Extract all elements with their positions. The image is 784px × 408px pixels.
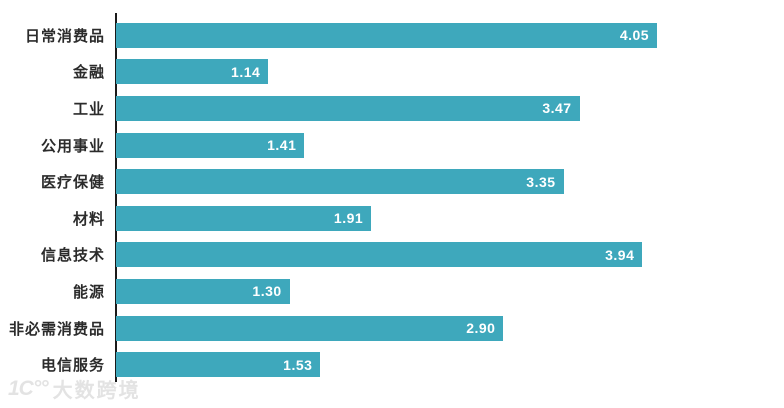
category-label: 非必需消费品 — [8, 320, 105, 338]
value-label: 3.47 — [542, 100, 572, 117]
value-label: 4.05 — [619, 27, 650, 44]
value-label: 1.14 — [231, 63, 261, 80]
bar-row: 信息技术 3.94 — [0, 237, 784, 274]
value-label: 3.35 — [526, 173, 556, 190]
bar-track: 3.47 — [116, 95, 784, 121]
bar-track: 3.94 — [116, 242, 784, 268]
value-label: 3.94 — [605, 246, 635, 263]
bar: 2.90 — [116, 315, 504, 341]
value-label: 1.91 — [333, 210, 364, 227]
bar-chart: 日常消费品 4.05 金融 1.14 工业 3.47 公用事业 1.41 医疗保健 3.35 材料 1… — [0, 17, 784, 383]
bar-track: 1.53 — [116, 352, 784, 378]
bar-row: 电信服务 1.53 — [0, 346, 784, 383]
category-label: 能源 — [72, 283, 105, 301]
category-label: 信息技术 — [40, 247, 105, 265]
value-label: 2.90 — [466, 320, 496, 337]
watermark-text: 大数跨境 — [52, 380, 141, 402]
category-label: 金融 — [72, 64, 105, 82]
bar: 3.35 — [116, 169, 564, 195]
bar-row: 金融 1.14 — [0, 54, 784, 91]
bar-row: 工业 3.47 — [0, 90, 784, 127]
bar: 4.05 — [116, 22, 658, 48]
watermark: 1C°° 大数跨境 — [8, 374, 141, 403]
bar-track: 1.30 — [116, 278, 784, 304]
value-label: 1.30 — [252, 283, 282, 300]
dashu-kuajing-logo-icon: 1C°° — [8, 376, 49, 400]
bar: 3.47 — [116, 95, 580, 121]
bar-track: 2.90 — [116, 315, 784, 341]
category-label: 公用事业 — [40, 137, 105, 155]
category-label: 日常消费品 — [24, 27, 105, 45]
bar: 1.53 — [116, 352, 321, 378]
bar-row: 公用事业 1.41 — [0, 127, 784, 164]
bar-track: 3.35 — [116, 169, 784, 195]
category-label: 医疗保健 — [40, 174, 105, 192]
bar-row: 能源 1.30 — [0, 273, 784, 310]
category-label: 工业 — [72, 100, 105, 118]
bar-track: 1.41 — [116, 132, 784, 158]
y-axis-line — [115, 13, 117, 382]
bar: 1.30 — [116, 278, 290, 304]
bar-row: 非必需消费品 2.90 — [0, 310, 784, 347]
category-label: 电信服务 — [40, 357, 105, 375]
bar-row: 医疗保健 3.35 — [0, 163, 784, 200]
bar-track: 1.14 — [116, 59, 784, 85]
bar-track: 4.05 — [116, 22, 784, 48]
bar: 1.91 — [116, 205, 372, 231]
value-label: 1.53 — [283, 356, 313, 373]
bar-row: 材料 1.91 — [0, 200, 784, 237]
bar: 3.94 — [116, 242, 643, 268]
bar: 1.41 — [116, 132, 305, 158]
category-label: 材料 — [72, 210, 105, 228]
bar-row: 日常消费品 4.05 — [0, 17, 784, 54]
bar: 1.14 — [116, 59, 269, 85]
bar-track: 1.91 — [116, 205, 784, 231]
value-label: 1.41 — [267, 137, 297, 154]
